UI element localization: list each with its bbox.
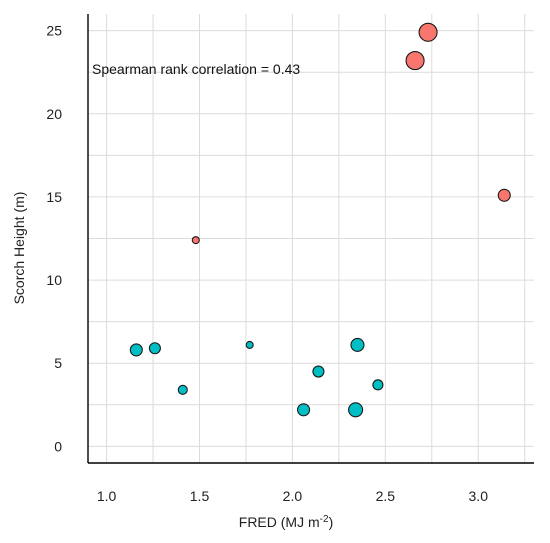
data-point <box>312 365 325 378</box>
grid-lines <box>88 14 534 463</box>
data-point <box>148 342 161 355</box>
x-tick-label: 1.5 <box>190 488 210 504</box>
y-tick-labels: 0 5 10 15 20 25 <box>46 23 62 455</box>
data-points <box>129 22 511 418</box>
data-point <box>297 403 311 417</box>
y-tick-label: 0 <box>54 438 62 454</box>
x-tick-label: 1.0 <box>97 488 117 504</box>
data-point <box>245 340 254 349</box>
x-tick-labels: 1.0 1.5 2.0 2.5 3.0 <box>97 488 488 504</box>
y-tick-label: 15 <box>46 189 62 205</box>
data-point <box>418 22 438 42</box>
x-axis-title-suffix: ) <box>329 514 334 530</box>
y-tick-label: 25 <box>46 23 62 39</box>
x-axis-title: FRED (MJ m-2) <box>239 514 333 530</box>
x-axis-title-superscript: -2 <box>320 514 329 525</box>
data-point <box>129 343 143 357</box>
data-point <box>372 379 384 391</box>
y-tick-label: 20 <box>46 106 62 122</box>
data-point <box>191 236 200 245</box>
x-tick-label: 2.0 <box>283 488 303 504</box>
x-tick-label: 3.0 <box>469 488 489 504</box>
data-point <box>497 188 511 202</box>
x-axis-title-main: FRED (MJ m <box>239 514 320 530</box>
x-tick-label: 2.5 <box>376 488 396 504</box>
data-point <box>405 51 425 71</box>
data-point <box>348 402 364 418</box>
data-point <box>177 384 188 395</box>
y-tick-label: 10 <box>46 272 62 288</box>
spearman-annotation: Spearman rank correlation = 0.43 <box>92 61 300 77</box>
data-point <box>350 337 365 352</box>
y-tick-label: 5 <box>54 355 62 371</box>
axes <box>87 14 534 464</box>
y-axis-title: Scorch Height (m) <box>11 192 27 305</box>
